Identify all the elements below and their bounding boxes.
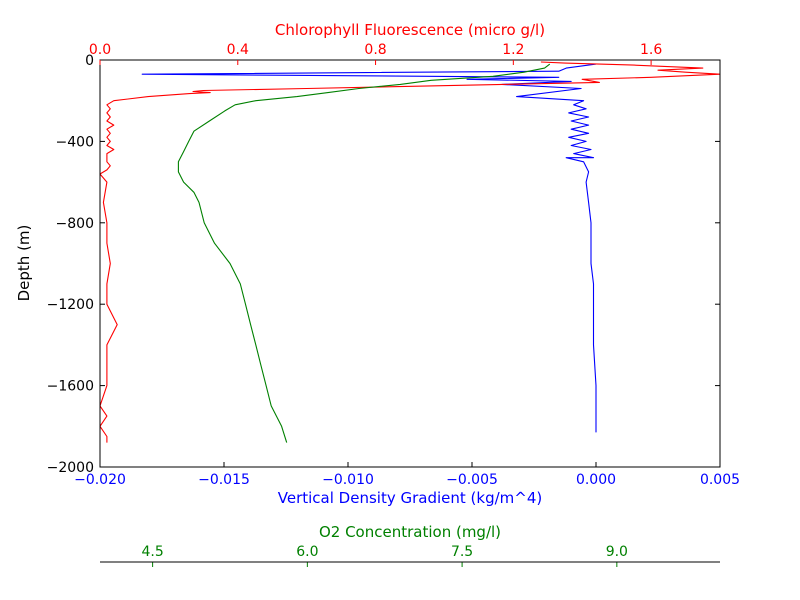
density-tick-label: −0.020 <box>74 472 126 488</box>
o2-tick-label: 9.0 <box>606 544 628 560</box>
bottom-axis-title: Vertical Density Gradient (kg/m^4) <box>278 489 542 507</box>
chlorophyll-tick-label: 1.2 <box>502 42 524 58</box>
y-tick-label: −1600 <box>47 379 94 395</box>
y-tick-label: −800 <box>56 216 94 232</box>
density-tick-label: −0.005 <box>446 472 498 488</box>
series-line-o2 <box>177 63 551 443</box>
y-tick-label: 0 <box>85 53 94 69</box>
o2-axis-title: O2 Concentration (mg/l) <box>319 523 501 541</box>
y-tick-label: −400 <box>56 134 94 150</box>
y-tick-label: −2000 <box>47 460 94 476</box>
plot-frame <box>99 59 721 468</box>
o2-tick-label: 7.5 <box>451 544 473 560</box>
y-tick-label: −1200 <box>47 297 94 313</box>
density-tick-label: −0.010 <box>322 472 374 488</box>
o2-tick-label: 4.5 <box>141 544 163 560</box>
series-line-density <box>141 63 597 433</box>
series-line-chlorophyll <box>99 61 721 443</box>
chlorophyll-tick-label: 0.8 <box>364 42 386 58</box>
density-tick-label: −0.015 <box>198 472 250 488</box>
density-tick-label: 0.005 <box>700 472 740 488</box>
o2-tick-label: 6.0 <box>296 544 318 560</box>
top-axis-title: Chlorophyll Fluorescence (micro g/l) <box>275 21 545 39</box>
density-tick-label: 0.000 <box>576 472 616 488</box>
y-axis-title: Depth (m) <box>15 225 33 302</box>
chlorophyll-tick-label: 1.6 <box>640 42 662 58</box>
chlorophyll-tick-label: 0.4 <box>227 42 249 58</box>
series-layer <box>99 61 721 443</box>
tick-layer: 0 −400 −800 −1200 −1600 −2000−0.020 −0.015 −0.0… <box>47 42 740 567</box>
chlorophyll-tick-label: 0.0 <box>89 42 111 58</box>
